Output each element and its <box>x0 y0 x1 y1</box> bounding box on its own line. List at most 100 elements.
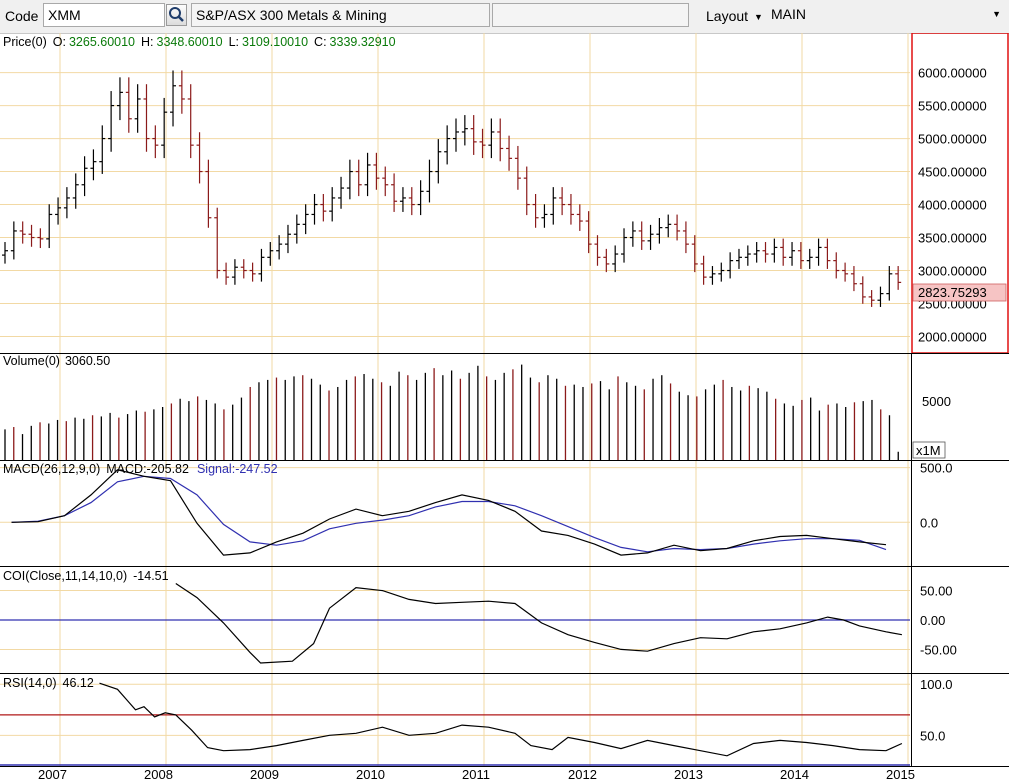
price-close-label: C: <box>314 35 327 49</box>
coi-line <box>175 583 903 664</box>
x-tick-label: 2015 <box>886 767 915 781</box>
price-bar <box>532 193 539 228</box>
signal-line <box>11 475 887 553</box>
price-bar <box>444 125 451 165</box>
last-price-label: 2823.75293 <box>918 285 987 300</box>
price-bar <box>108 91 115 152</box>
chevron-down-icon: ▼ <box>992 9 1001 19</box>
x-tick-label: 2010 <box>356 767 385 781</box>
price-bar <box>514 145 521 190</box>
price-bar <box>391 173 398 212</box>
search-button[interactable] <box>166 4 187 26</box>
price-bar <box>125 77 132 133</box>
macd-y-axis: 500.0 0.0 <box>920 461 953 531</box>
price-bar <box>594 235 601 266</box>
price-bar <box>806 248 813 269</box>
security-name-field: S&P/ASX 300 Metals & Mining <box>191 3 490 27</box>
price-tick-label: 5000.00000 <box>918 132 987 147</box>
price-bar <box>559 187 566 216</box>
price-bar <box>72 173 79 209</box>
rsi-y-axis: 100.0 50.0 <box>920 677 953 743</box>
rsi-legend: RSI(14,0) 46.12 <box>3 676 94 690</box>
price-y-axis: 6000.00000 5500.00000 5000.00000 4500.00000… <box>918 66 987 345</box>
price-bar <box>399 187 406 212</box>
price-bar <box>161 97 168 159</box>
rsi-tick-label: 100.0 <box>920 677 953 692</box>
price-bar <box>674 214 681 241</box>
price-tick-label: 4500.00000 <box>918 165 987 180</box>
price-bar <box>28 224 35 247</box>
price-bar <box>824 238 831 269</box>
price-bar <box>293 214 300 244</box>
price-bar <box>682 221 689 254</box>
price-bar <box>567 193 574 225</box>
price-high: 3348.60010 <box>157 35 223 49</box>
price-bar <box>709 266 716 285</box>
price-bar <box>665 214 672 238</box>
price-bar <box>629 221 636 247</box>
price-bar <box>550 187 557 225</box>
price-bar <box>276 235 283 260</box>
price-bar <box>152 125 159 159</box>
price-bar <box>417 180 424 216</box>
x-tick-label: 2009 <box>250 767 279 781</box>
coi-panel[interactable]: 50.00 0.00 -50.00 COI(Close,11,14,10,0) -14… <box>0 569 957 664</box>
price-tick-label: 5500.00000 <box>918 99 987 114</box>
coi-legend: COI(Close,11,14,10,0) -14.51 <box>3 569 169 583</box>
price-bar <box>302 204 309 235</box>
volume-y-axis: 5000 <box>922 394 951 409</box>
price-bar <box>258 248 265 282</box>
coi-y-axis: 50.00 0.00 -50.00 <box>920 584 957 658</box>
price-bar <box>744 245 751 266</box>
x-axis: 2007 2008 2009 2010 2011 2012 2013 2014 2015 <box>0 766 1009 781</box>
coi-tick-label: 0.00 <box>920 613 945 628</box>
chart-area[interactable]: 6000.00000 5500.00000 5000.00000 4500.00000… <box>0 33 1009 781</box>
price-bar <box>19 221 26 244</box>
rsi-lines <box>0 682 910 766</box>
grid <box>0 33 910 766</box>
price-bar <box>214 207 221 279</box>
price-panel[interactable]: 6000.00000 5500.00000 5000.00000 4500.00000… <box>2 33 1009 354</box>
macd-legend-name: MACD(26,12,9,0) <box>3 462 100 476</box>
x-tick-label: 2007 <box>38 767 67 781</box>
code-input[interactable]: XMM <box>43 3 165 27</box>
volume-legend: Volume(0) 3060.50 <box>3 354 110 368</box>
macd-panel[interactable]: 500.0 0.0 MACD(26,12,9,0) MACD:-205.82 Sign… <box>3 461 953 556</box>
price-bar <box>355 159 362 197</box>
coi-lines <box>0 583 910 664</box>
macd-value-label: MACD: <box>106 462 146 476</box>
price-bar <box>877 286 884 307</box>
price-tick-label: 6000.00000 <box>918 66 987 81</box>
layout-dropdown-arrow-icon[interactable]: ▼ <box>754 12 763 22</box>
price-bar <box>886 266 893 301</box>
price-bar <box>453 118 459 152</box>
volume-panel[interactable]: 5000 x1M Volume(0) 3060.50 <box>3 354 951 460</box>
rsi-legend-name: RSI(14,0) <box>3 676 57 690</box>
price-bar <box>797 242 804 269</box>
price-bar <box>99 125 106 174</box>
price-bar <box>116 77 123 121</box>
price-bar <box>868 290 875 307</box>
x-tick-label: 2013 <box>674 767 703 781</box>
price-bar <box>842 262 849 282</box>
price-bar <box>656 218 663 244</box>
volume-bars <box>4 364 899 460</box>
price-bar <box>338 176 345 209</box>
price-bar <box>346 159 353 200</box>
x-tick-label: 2012 <box>568 767 597 781</box>
coi-legend-value: -14.51 <box>133 569 168 583</box>
price-bars <box>2 70 902 307</box>
price-bar <box>364 152 371 197</box>
layout-select-value: MAIN <box>771 6 806 22</box>
price-legend: Price(0) O: 3265.60010 H: 3348.60010 L: 3109.1… <box>3 35 396 49</box>
rsi-panel[interactable]: 100.0 50.0 RSI(14,0) 46.12 <box>0 676 953 766</box>
layout-label[interactable]: Layout <box>706 8 749 24</box>
price-bar <box>771 238 778 263</box>
layout-select[interactable]: MAIN ▼ <box>767 3 1007 27</box>
volume-legend-value: 3060.50 <box>65 354 110 368</box>
price-bar <box>231 259 238 285</box>
price-bar <box>10 221 17 260</box>
magnifier-icon <box>169 7 184 22</box>
price-bar <box>735 248 742 269</box>
price-bar <box>718 262 725 282</box>
